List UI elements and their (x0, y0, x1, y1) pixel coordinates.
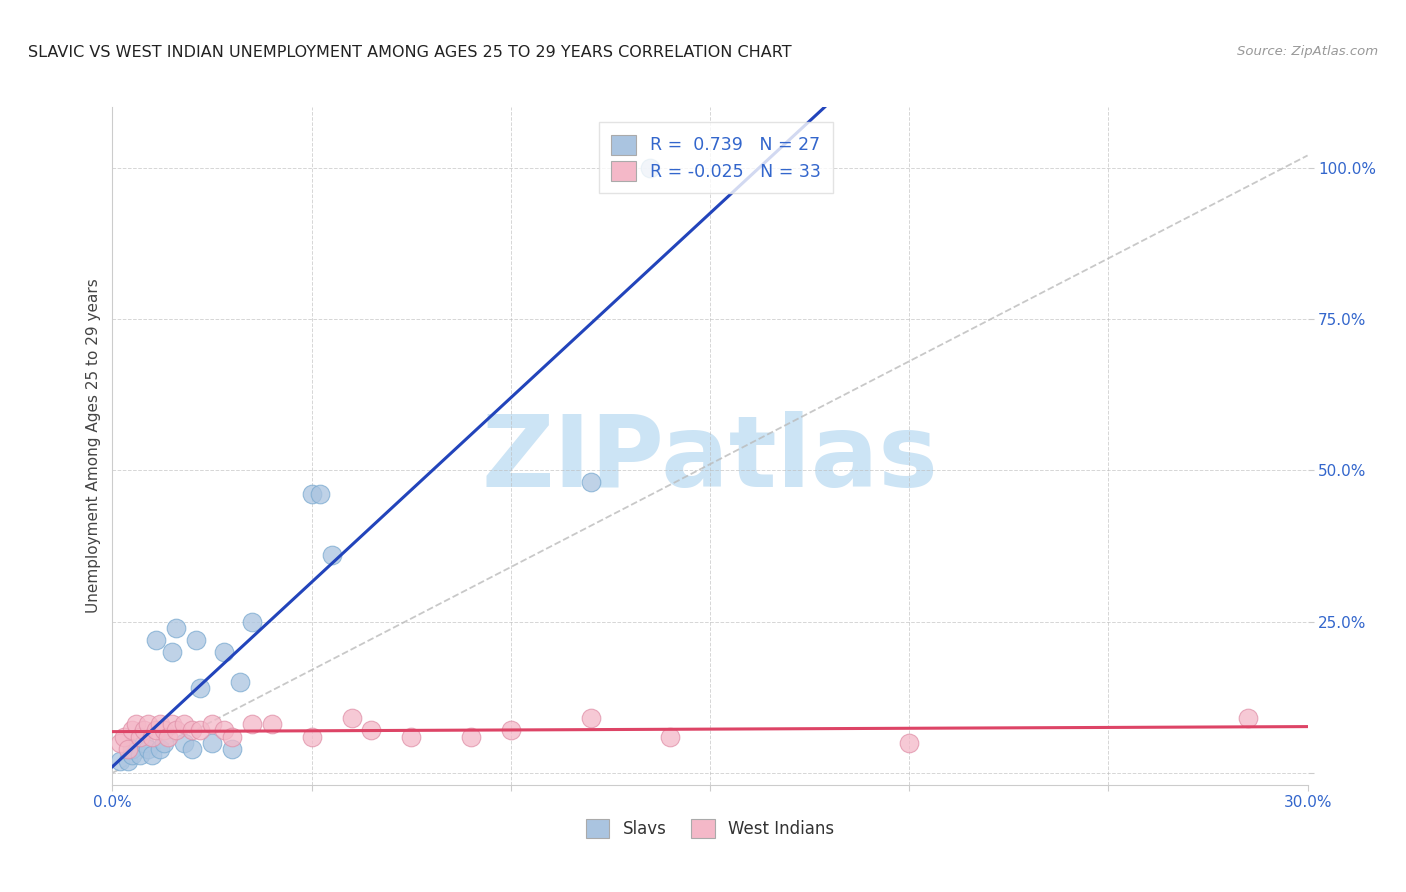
Point (149, 717, 172, 731)
Point (212, 723, 235, 738)
Point (165, 621, 187, 635)
Point (579, 711, 602, 725)
Point (125, 717, 148, 731)
Point (308, 487, 330, 501)
Point (229, 675, 252, 690)
Point (134, 735, 156, 749)
Point (149, 741, 172, 756)
Point (240, 717, 263, 731)
Point (240, 615, 263, 629)
Point (360, 723, 382, 738)
Point (499, 723, 522, 738)
Point (221, 730, 243, 744)
Point (188, 681, 211, 695)
Point (129, 747, 152, 762)
Point (157, 730, 180, 744)
Point (460, 730, 482, 744)
Point (162, 645, 183, 659)
Legend: Slavs, West Indians: Slavs, West Indians (579, 812, 841, 845)
Text: Source: ZipAtlas.com: Source: ZipAtlas.com (1237, 45, 1378, 58)
Point (129, 730, 152, 744)
Point (321, 548, 343, 562)
Y-axis label: Unemployment Among Ages 25 to 29 years: Unemployment Among Ages 25 to 29 years (86, 278, 101, 614)
Point (201, 717, 224, 731)
Point (301, 730, 323, 744)
Point (659, 730, 682, 744)
Point (340, 711, 363, 725)
Point (138, 741, 160, 756)
Point (401, 730, 423, 744)
Point (138, 717, 160, 731)
Point (141, 730, 163, 744)
Point (145, 632, 167, 647)
Point (153, 735, 176, 749)
Point (165, 723, 187, 738)
Point (181, 723, 204, 738)
Text: SLAVIC VS WEST INDIAN UNEMPLOYMENT AMONG AGES 25 TO 29 YEARS CORRELATION CHART: SLAVIC VS WEST INDIAN UNEMPLOYMENT AMONG… (28, 45, 792, 60)
Point (221, 741, 243, 756)
Point (114, 730, 135, 744)
Point (121, 747, 143, 762)
Point (188, 723, 211, 738)
Point (162, 717, 183, 731)
Point (260, 717, 283, 731)
Point (579, 475, 602, 490)
Point (121, 741, 143, 756)
Point (1237, 711, 1260, 725)
Point (110, 735, 132, 749)
Point (134, 723, 156, 738)
Point (141, 747, 163, 762)
Point (173, 735, 195, 749)
Point (121, 723, 143, 738)
Point (212, 645, 235, 659)
Point (640, 161, 662, 175)
Text: ZIPatlas: ZIPatlas (482, 411, 938, 508)
Point (145, 723, 167, 738)
Point (201, 735, 224, 749)
Point (181, 741, 204, 756)
Point (186, 632, 208, 647)
Point (110, 754, 132, 768)
Point (117, 754, 139, 768)
Point (898, 735, 921, 749)
Point (153, 723, 176, 738)
Point (301, 487, 323, 501)
Point (117, 741, 139, 756)
Point (173, 717, 195, 731)
